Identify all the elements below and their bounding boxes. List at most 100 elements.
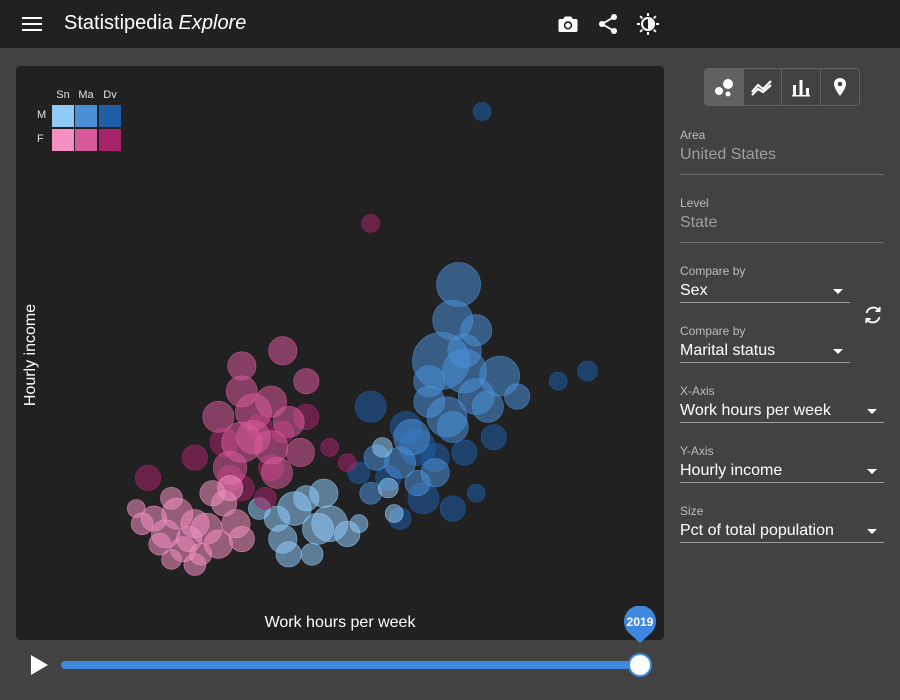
bubble-f-ma-11[interactable] <box>227 351 257 381</box>
app-title-main: Statistipedia <box>64 12 173 34</box>
bubble-m-ma-17[interactable] <box>359 481 383 505</box>
bubble-f-dv-11[interactable] <box>135 464 162 491</box>
compare-by-value: Sex <box>680 282 708 299</box>
bubble-f-dv-10[interactable] <box>337 453 357 473</box>
bubble-f-ma-7[interactable] <box>268 336 298 366</box>
year-label: 2019 <box>626 615 654 629</box>
bubble-f-ma-5[interactable] <box>236 420 271 455</box>
compare-by-underline <box>680 302 850 303</box>
bubble-m-dv-9[interactable] <box>480 424 507 451</box>
legend-swatch-female-single <box>52 129 74 151</box>
bubble-f-sn-18[interactable] <box>127 499 146 518</box>
bubble-f-sn-17[interactable] <box>160 486 183 510</box>
bubble-f-dv-0[interactable] <box>361 214 381 233</box>
chevron-down-icon <box>867 529 877 534</box>
chart-type-toggle <box>704 68 860 106</box>
bubble-f-ma-9[interactable] <box>202 400 235 433</box>
y-axis-label: Hourly income <box>22 303 39 407</box>
bubble-f-dv-12[interactable] <box>253 486 277 510</box>
chart-type-bar-button[interactable] <box>782 69 821 105</box>
bubble-m-sn-8[interactable] <box>300 542 324 566</box>
bubble-m-dv-1[interactable] <box>577 360 598 382</box>
bubble-m-dv-8[interactable] <box>451 439 478 466</box>
bubble-f-sn-15[interactable] <box>161 549 182 570</box>
legend-swatch-male-married <box>75 105 97 127</box>
x-axis-underline <box>680 422 884 423</box>
bubble-f-sn-16[interactable] <box>228 525 255 552</box>
legend-swatch-female-married <box>75 129 97 151</box>
bubble-m-dv-0[interactable] <box>472 102 492 121</box>
app-title: Statistipedia Explore <box>64 12 246 35</box>
bubble-m-sn-13[interactable] <box>349 514 369 534</box>
bubble-f-ma-10[interactable] <box>293 368 320 395</box>
bubble-m-ma-16[interactable] <box>504 383 531 410</box>
compare-by-2-value: Marital status <box>680 342 776 359</box>
legend-col-divorced: Dv <box>103 89 117 101</box>
x-axis-value: Work hours per week <box>680 402 831 419</box>
chart-type-bubble-button[interactable] <box>705 69 744 105</box>
brightness-icon[interactable] <box>636 12 660 36</box>
bubble-m-sn-7[interactable] <box>275 541 302 568</box>
size-field-label: Size <box>680 504 704 518</box>
bubble-f-sn-14[interactable] <box>183 553 207 576</box>
bubble-f-ma-12[interactable] <box>255 385 288 418</box>
bubble-f-sn-10[interactable] <box>148 532 172 556</box>
chart-type-line-button[interactable] <box>744 69 782 105</box>
timeline-slider-track[interactable] <box>61 661 640 669</box>
bubble-m-sn-11[interactable] <box>378 477 399 499</box>
bubble-m-dv-2[interactable] <box>548 371 568 391</box>
bubble-m-ma-0[interactable] <box>436 262 481 307</box>
y-axis-field-label: Y-Axis <box>680 444 714 458</box>
bubble-f-sn-19[interactable] <box>217 475 244 502</box>
bubble-m-ma-18[interactable] <box>413 365 446 398</box>
bubble-m-ma-9[interactable] <box>436 411 469 443</box>
legend-swatch-male-single <box>52 105 74 127</box>
bubble-m-sn-12[interactable] <box>384 504 404 523</box>
level-label: Level <box>680 196 709 210</box>
legend-col-married: Ma <box>78 89 94 101</box>
bubble-chart-icon <box>714 79 733 97</box>
chevron-down-icon <box>833 289 843 294</box>
bubble-m-sn-10[interactable] <box>372 437 393 458</box>
chart-type-map-button[interactable] <box>821 69 859 105</box>
y-axis-underline <box>680 482 884 483</box>
bubble-m-dv-3[interactable] <box>354 390 387 423</box>
share-icon[interactable] <box>596 12 620 36</box>
size-value: Pct of total population <box>680 522 834 539</box>
area-label: Area <box>680 128 706 142</box>
chevron-down-icon <box>867 409 877 414</box>
year-marker <box>624 606 656 643</box>
swap-icon[interactable] <box>862 304 884 326</box>
compare-by-label: Compare by <box>680 264 746 278</box>
bubble-f-ma-13[interactable] <box>285 437 315 467</box>
app-title-sub: Explore <box>178 12 247 34</box>
bubble-m-ma-19[interactable] <box>460 314 493 347</box>
bubble-f-dv-1[interactable] <box>181 444 208 471</box>
level-underline <box>680 242 884 243</box>
play-icon[interactable] <box>28 653 50 677</box>
app-bar: Statistipedia Explore <box>0 0 900 48</box>
bubble-chart[interactable] <box>16 66 664 640</box>
legend-swatch-male-divorced <box>99 105 121 127</box>
map-pin-icon <box>833 78 846 96</box>
bubble-m-dv-12[interactable] <box>439 495 466 522</box>
bubble-m-dv-14[interactable] <box>466 483 486 503</box>
menu-icon[interactable] <box>20 14 44 34</box>
bubble-m-ma-14[interactable] <box>404 469 431 496</box>
bubble-f-dv-7[interactable] <box>320 438 340 457</box>
bubble-m-sn-14[interactable] <box>309 478 339 508</box>
bubble-plot <box>127 102 598 576</box>
area-underline <box>680 174 884 175</box>
size-underline <box>680 542 884 543</box>
camera-icon[interactable] <box>556 12 580 36</box>
timeline-slider-thumb[interactable] <box>628 653 652 677</box>
compare-by-2-label: Compare by <box>680 324 746 338</box>
legend-swatch-female-divorced <box>99 129 121 151</box>
level-value: State <box>680 214 718 231</box>
bubble-m-ma-10[interactable] <box>471 390 504 423</box>
x-axis-field-label: X-Axis <box>680 384 715 398</box>
compare-by-2-underline <box>680 362 850 363</box>
legend-row-female: F <box>37 133 44 145</box>
line-chart-icon <box>751 80 773 96</box>
bubble-f-ma-3[interactable] <box>261 456 293 489</box>
